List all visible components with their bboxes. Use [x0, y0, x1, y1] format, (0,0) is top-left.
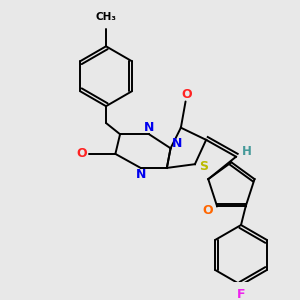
Text: N: N	[144, 121, 154, 134]
Text: CH₃: CH₃	[95, 12, 116, 22]
Text: F: F	[237, 288, 245, 300]
Text: N: N	[136, 168, 146, 181]
Text: N: N	[172, 137, 182, 150]
Text: O: O	[202, 205, 213, 218]
Text: H: H	[242, 145, 252, 158]
Text: O: O	[76, 147, 87, 161]
Text: S: S	[199, 160, 208, 173]
Text: O: O	[181, 88, 192, 100]
